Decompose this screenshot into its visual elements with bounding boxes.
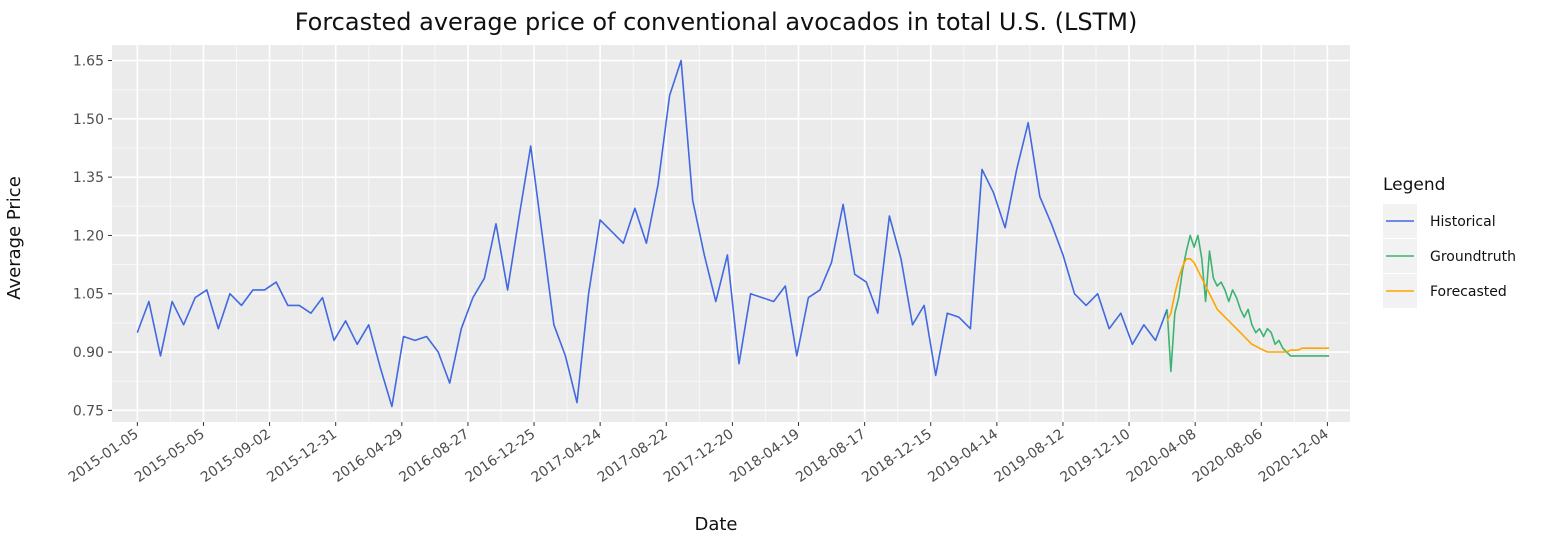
legend-label-historical: Historical: [1430, 214, 1496, 230]
plot-panel: [112, 45, 1350, 422]
x-tick-label: 2018-08-17: [793, 426, 869, 486]
x-tick-label: 2017-12-20: [661, 426, 737, 486]
y-tick-label: 0.75: [73, 403, 104, 419]
x-tick-label: 2016-12-25: [462, 426, 538, 486]
x-tick-label: 2015-01-05: [66, 426, 142, 486]
x-tick-label: 2020-08-06: [1190, 426, 1266, 486]
y-tick-label: 0.90: [73, 345, 104, 361]
legend-label-forecasted: Forecasted: [1430, 284, 1507, 300]
x-tick-label: 2020-12-04: [1256, 426, 1332, 486]
x-tick-label: 2018-04-19: [727, 426, 803, 486]
y-tick-label: 1.35: [73, 170, 104, 186]
y-tick-label: 1.65: [73, 54, 104, 70]
series-lines: [136, 59, 1330, 408]
y-tick-label: 1.50: [73, 112, 104, 128]
x-tick-label: 2015-12-31: [264, 426, 340, 486]
major-gridlines: [112, 45, 1350, 422]
minor-gridlines: [112, 45, 1350, 422]
x-tick-label: 2017-04-24: [529, 426, 605, 486]
x-tick-label: 2017-08-22: [595, 426, 671, 486]
y-tick-label: 1.20: [73, 228, 104, 244]
x-tick-label: 2016-04-29: [330, 426, 406, 486]
y-axis-title: Average Price: [4, 176, 25, 300]
series-line-groundtruth: [1166, 234, 1330, 373]
series-line-historical: [136, 59, 1168, 408]
x-tick-label: 2016-08-27: [396, 426, 472, 486]
x-axis: 2015-01-052015-05-052015-09-022015-12-31…: [66, 422, 1332, 486]
x-tick-label: 2019-04-14: [925, 426, 1001, 486]
x-tick-label: 2018-12-15: [859, 426, 935, 486]
legend: Legend Historical Groundtruth Forecasted: [1383, 175, 1516, 308]
x-tick-label: 2019-08-12: [991, 426, 1067, 486]
y-tick-label: 1.05: [73, 287, 104, 303]
y-axis: 0.75 0.90 1.05 1.20 1.35 1.50 1.65: [73, 54, 112, 419]
legend-title: Legend: [1383, 175, 1445, 195]
x-tick-label: 2015-05-05: [132, 426, 208, 486]
series-line-forecasted: [1166, 257, 1330, 353]
x-tick-label: 2020-04-08: [1124, 426, 1200, 486]
x-axis-title: Date: [694, 514, 737, 535]
x-tick-label: 2015-09-02: [198, 426, 274, 486]
chart-title: Forcasted average price of conventional …: [295, 8, 1138, 36]
x-tick-label: 2019-12-10: [1058, 426, 1134, 486]
legend-label-groundtruth: Groundtruth: [1430, 249, 1516, 265]
